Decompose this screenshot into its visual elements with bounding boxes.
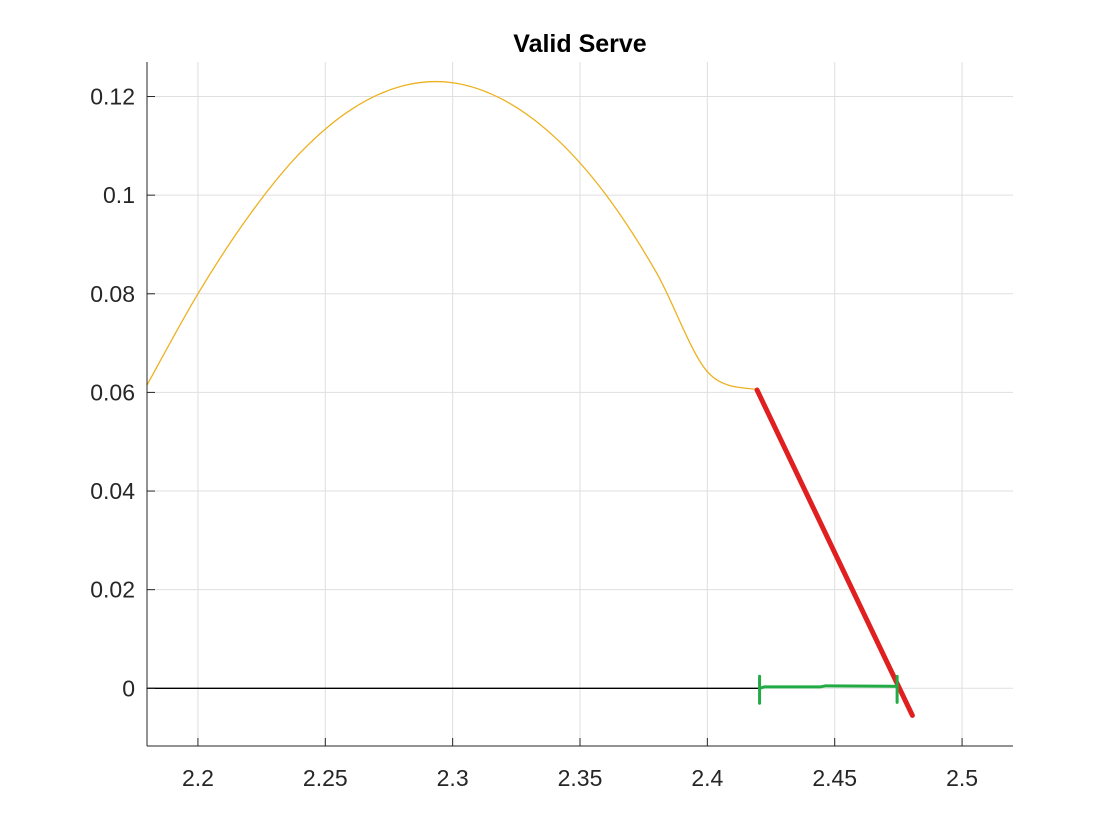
annotation-group [758,674,899,705]
x-tick-label: 2.4 [691,765,723,791]
axes [146,62,1013,747]
y-tick-label: 0.08 [90,281,135,307]
x-tick-label: 2.5 [946,765,978,791]
annotation-bracket-line [758,684,899,690]
series-group [146,80,915,718]
x-tick-label: 2.3 [437,765,469,791]
x-tick-label: 2.25 [303,765,348,791]
landing-segment-line [754,387,915,718]
y-tick-label: 0.1 [103,182,135,208]
x-tick-labels: 2.2 2.25 2.3 2.35 2.4 2.45 2.5 [182,765,978,791]
x-tick-label: 2.35 [558,765,603,791]
x-tick-label: 2.2 [182,765,214,791]
y-tick-label: 0.02 [90,577,135,603]
trajectory-line [146,80,759,391]
y-tick-label: 0 [122,675,135,701]
y-tick-label: 0.06 [90,379,135,405]
chart-title: Valid Serve [513,30,647,58]
x-tick-label: 2.45 [812,765,857,791]
y-tick-label: 0.04 [90,478,135,504]
y-tick-label: 0.12 [90,84,135,110]
y-tick-labels: 0 0.02 0.04 0.06 0.08 0.1 0.12 [90,84,135,702]
